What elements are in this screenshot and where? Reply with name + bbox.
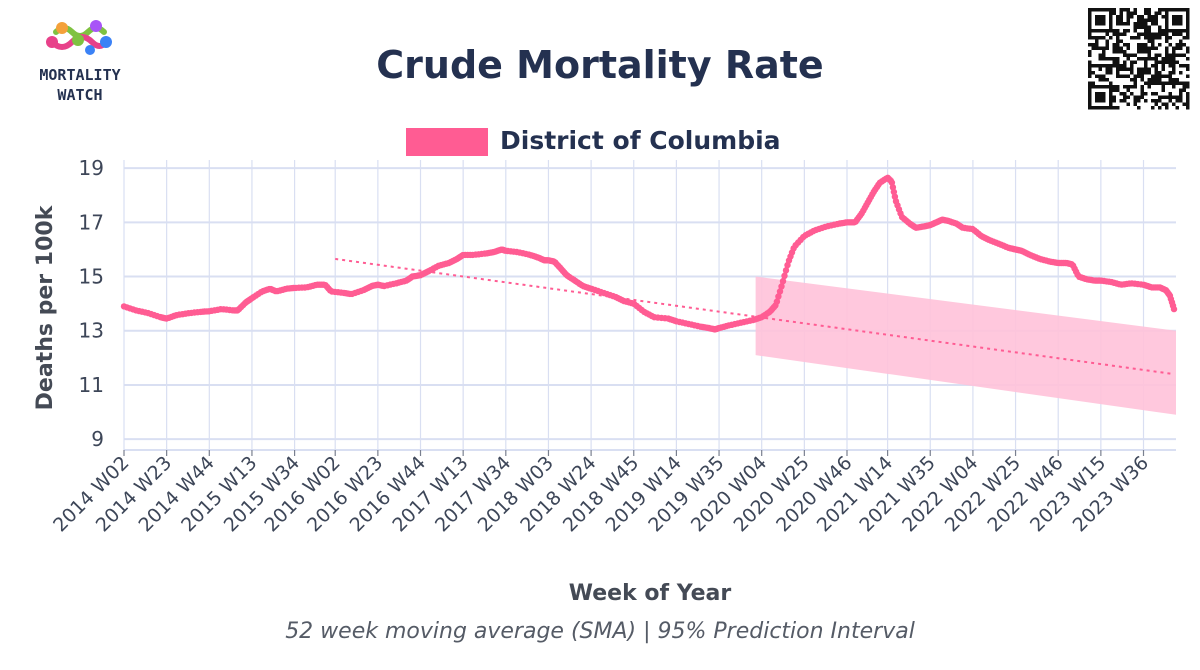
x-axis-title: Week of Year [569,581,732,606]
prediction-interval-band [755,276,1176,415]
legend: District of Columbia [406,126,781,156]
series-point [781,272,788,279]
series-point [775,293,782,300]
series-point [779,278,787,285]
chart-subtitle: 52 week moving average (SMA) | 95% Predi… [285,619,915,644]
trend-line [335,257,1175,376]
chart-title: Crude Mortality Rate [376,43,823,87]
qr-code-icon [1088,8,1190,110]
y-tick-label: 15 [79,265,104,289]
mortality-watch-logo: MORTALITY WATCH [39,20,121,104]
series-point [773,298,781,305]
series-line [123,175,1176,332]
legend-swatch [406,128,488,156]
logo-mark-icon [46,20,112,55]
y-tick-label: 13 [79,319,104,343]
series-point [782,267,790,274]
y-tick-label: 9 [91,427,104,451]
y-tick-label: 19 [79,156,104,180]
grid [123,160,1176,451]
y-tick-label: 17 [79,210,104,234]
series-district-of-columbia [120,174,1178,333]
logo-line-2: WATCH [57,86,102,104]
y-axis-ticks: 9 11 13 15 17 19 [79,156,104,451]
series-point [778,283,785,290]
legend-label-series: District of Columbia [500,126,781,155]
logo-line-1: MORTALITY [39,66,120,84]
y-axis-title: Deaths per 100k [33,204,58,410]
y-tick-label: 11 [79,373,104,397]
baseline-trend-line [335,257,1175,376]
series-point [776,288,784,295]
series-point [1170,305,1178,313]
prediction-interval [755,276,1176,415]
